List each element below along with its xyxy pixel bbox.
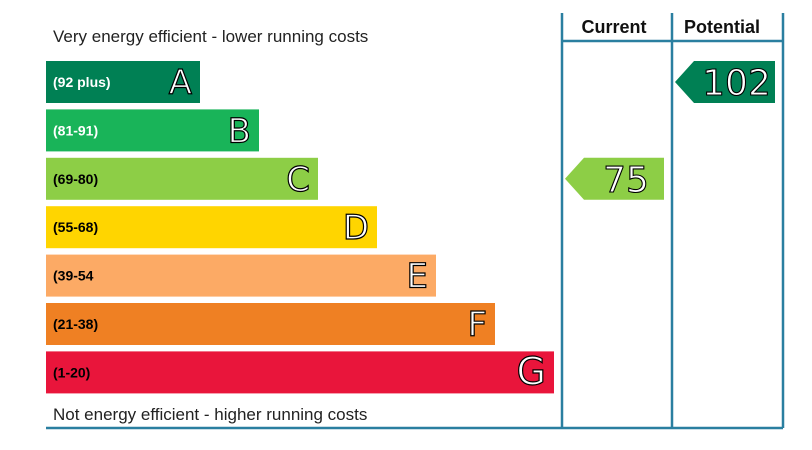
band-letter: B: [228, 111, 251, 151]
band-range-label: (21-38): [53, 316, 98, 332]
band-letter: A: [169, 63, 192, 103]
band-c: (69-80) C: [46, 157, 318, 200]
band-letter: E: [407, 257, 428, 297]
band-range-label: (1-20): [53, 364, 90, 380]
band-bar-c: [46, 157, 318, 200]
potential-group-value: 102: [702, 63, 771, 104]
band-f: (21-38) F: [46, 303, 495, 346]
band-letter: D: [343, 208, 369, 248]
band-e: (39-54 E: [46, 254, 436, 297]
band-g: (1-20) G: [46, 349, 554, 394]
band-bar-f: [46, 303, 495, 345]
current-group-value: 75: [603, 160, 649, 201]
band-range-label: (69-80): [53, 171, 98, 187]
band-letter: C: [286, 160, 310, 200]
potential-group-arrow: [675, 61, 775, 103]
potential-rating: 102: [675, 61, 775, 105]
band-range-label: (81-91): [53, 122, 98, 138]
band-letter: G: [517, 349, 546, 393]
band-range-label: (39-54: [53, 268, 94, 284]
current-rating: 75: [565, 157, 664, 201]
potential-column-header: Potential: [684, 17, 760, 37]
band-bar-d: [46, 206, 377, 249]
band-bar-g: [46, 351, 554, 394]
band-bar-e: [46, 254, 436, 297]
band-letter: F: [467, 305, 487, 345]
current-column-header: Current: [581, 17, 646, 37]
current-group-arrow: [565, 157, 664, 200]
band-bar-a: [46, 61, 200, 103]
column-grid: [46, 13, 785, 430]
band-a: (92 plus) A: [46, 61, 200, 104]
band-range-label: (92 plus): [53, 74, 111, 90]
band-d: (55-68) D: [46, 206, 377, 249]
band-bar-b: [46, 109, 259, 152]
bottom-caption: Not energy efficient - higher running co…: [53, 405, 367, 424]
band-range-label: (55-68): [53, 219, 98, 235]
rating-bands: (92 plus) A (81-91) B (69-80) C (55-68) D (39-54…: [46, 61, 554, 394]
band-b: (81-91) B: [46, 109, 259, 152]
top-caption: Very energy efficient - lower running co…: [53, 27, 368, 46]
